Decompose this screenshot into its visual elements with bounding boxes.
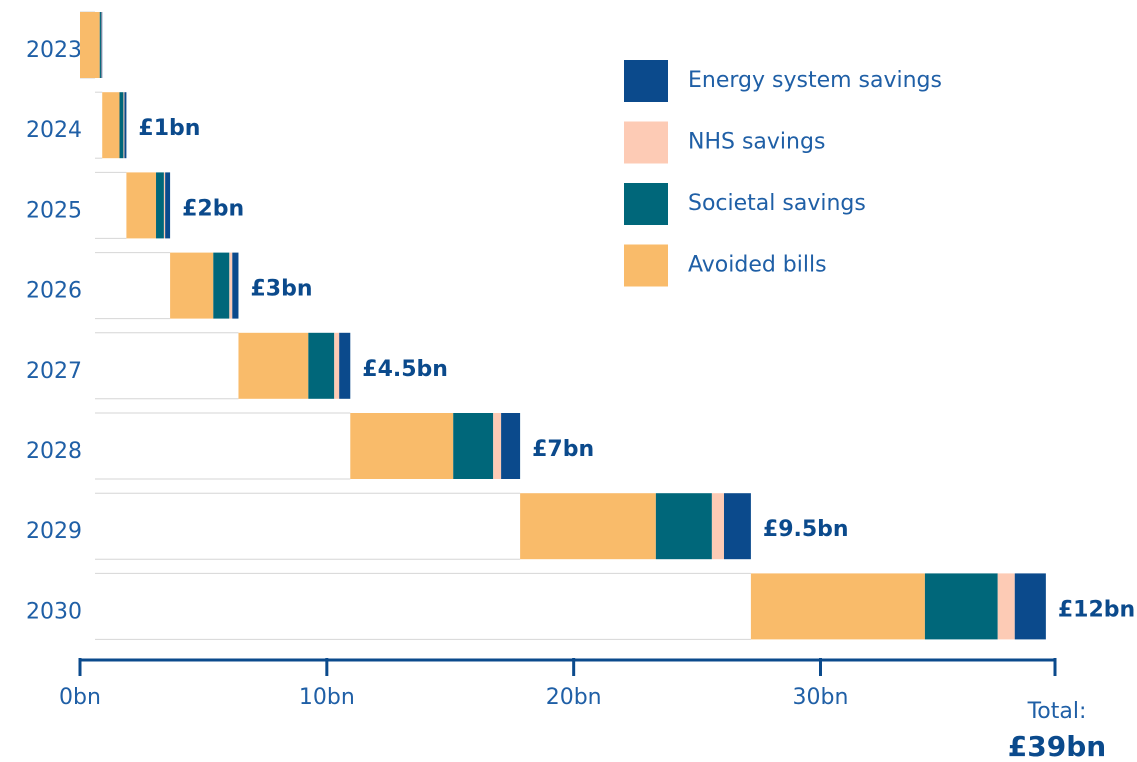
- x-tick-label: 0bn: [59, 685, 101, 710]
- total-label: £12bn: [1058, 597, 1135, 622]
- bar-segment: [350, 413, 454, 479]
- total-label: £9.5bn: [763, 517, 849, 542]
- legend-swatch: [624, 244, 668, 287]
- legend-label: Societal savings: [688, 191, 866, 216]
- year-label: 2029: [26, 519, 82, 544]
- bar-segment: [229, 252, 233, 319]
- year-label: 2030: [26, 599, 82, 624]
- x-tick-label: 20bn: [546, 685, 602, 710]
- bar-segment: [156, 172, 164, 239]
- x-tick-label: 10bn: [299, 685, 355, 710]
- bar-segment: [655, 493, 712, 560]
- year-label: 2024: [26, 118, 82, 143]
- year-label: 2026: [26, 279, 82, 304]
- bar-segment: [520, 493, 656, 560]
- bar-segment: [165, 172, 171, 239]
- legend-swatch: [624, 183, 668, 225]
- year-label: 2023: [26, 38, 82, 63]
- year-label: 2027: [26, 359, 82, 384]
- bar-segment: [170, 252, 214, 319]
- bar-segment: [102, 92, 120, 159]
- x-tick-label: 30bn: [793, 685, 849, 710]
- bar-segment: [80, 12, 100, 78]
- bar-segment: [124, 92, 127, 159]
- bar-segment: [213, 252, 230, 319]
- legend-label: NHS savings: [688, 130, 825, 155]
- bar-segment: [501, 413, 521, 479]
- grand-total: £39bn: [1008, 730, 1106, 762]
- bar-segment: [119, 92, 124, 159]
- bar-segment: [750, 573, 925, 640]
- bar-segment: [711, 493, 724, 560]
- bar-segment: [997, 573, 1015, 640]
- total-label: £4.5bn: [362, 357, 448, 382]
- legend-swatch: [624, 121, 668, 164]
- bar-segment: [924, 573, 998, 640]
- total-label: £1bn: [138, 116, 200, 141]
- bar-segment: [723, 493, 751, 560]
- bar-segment: [101, 12, 103, 78]
- total-caption: Total:: [1027, 699, 1087, 724]
- bar-segment: [308, 332, 335, 399]
- bar-segment: [238, 332, 309, 399]
- bar-segment: [232, 252, 239, 319]
- bar-segment: [334, 332, 340, 399]
- bar-segment: [1014, 573, 1046, 640]
- bar-segment: [339, 332, 351, 399]
- year-label: 2025: [26, 198, 82, 223]
- legend-label: Avoided bills: [688, 253, 827, 278]
- year-label: 2028: [26, 439, 82, 464]
- bar-segment: [163, 172, 166, 239]
- bar-segment: [453, 413, 494, 479]
- bar-segment: [99, 12, 101, 78]
- total-label: £7bn: [532, 437, 594, 462]
- bar-segment: [123, 92, 125, 159]
- total-label: £3bn: [250, 277, 312, 302]
- bar-segment: [126, 172, 157, 239]
- legend-label: Energy system savings: [688, 68, 942, 93]
- bar-segment: [493, 413, 502, 479]
- total-label: £2bn: [182, 196, 244, 221]
- legend-swatch: [624, 60, 668, 102]
